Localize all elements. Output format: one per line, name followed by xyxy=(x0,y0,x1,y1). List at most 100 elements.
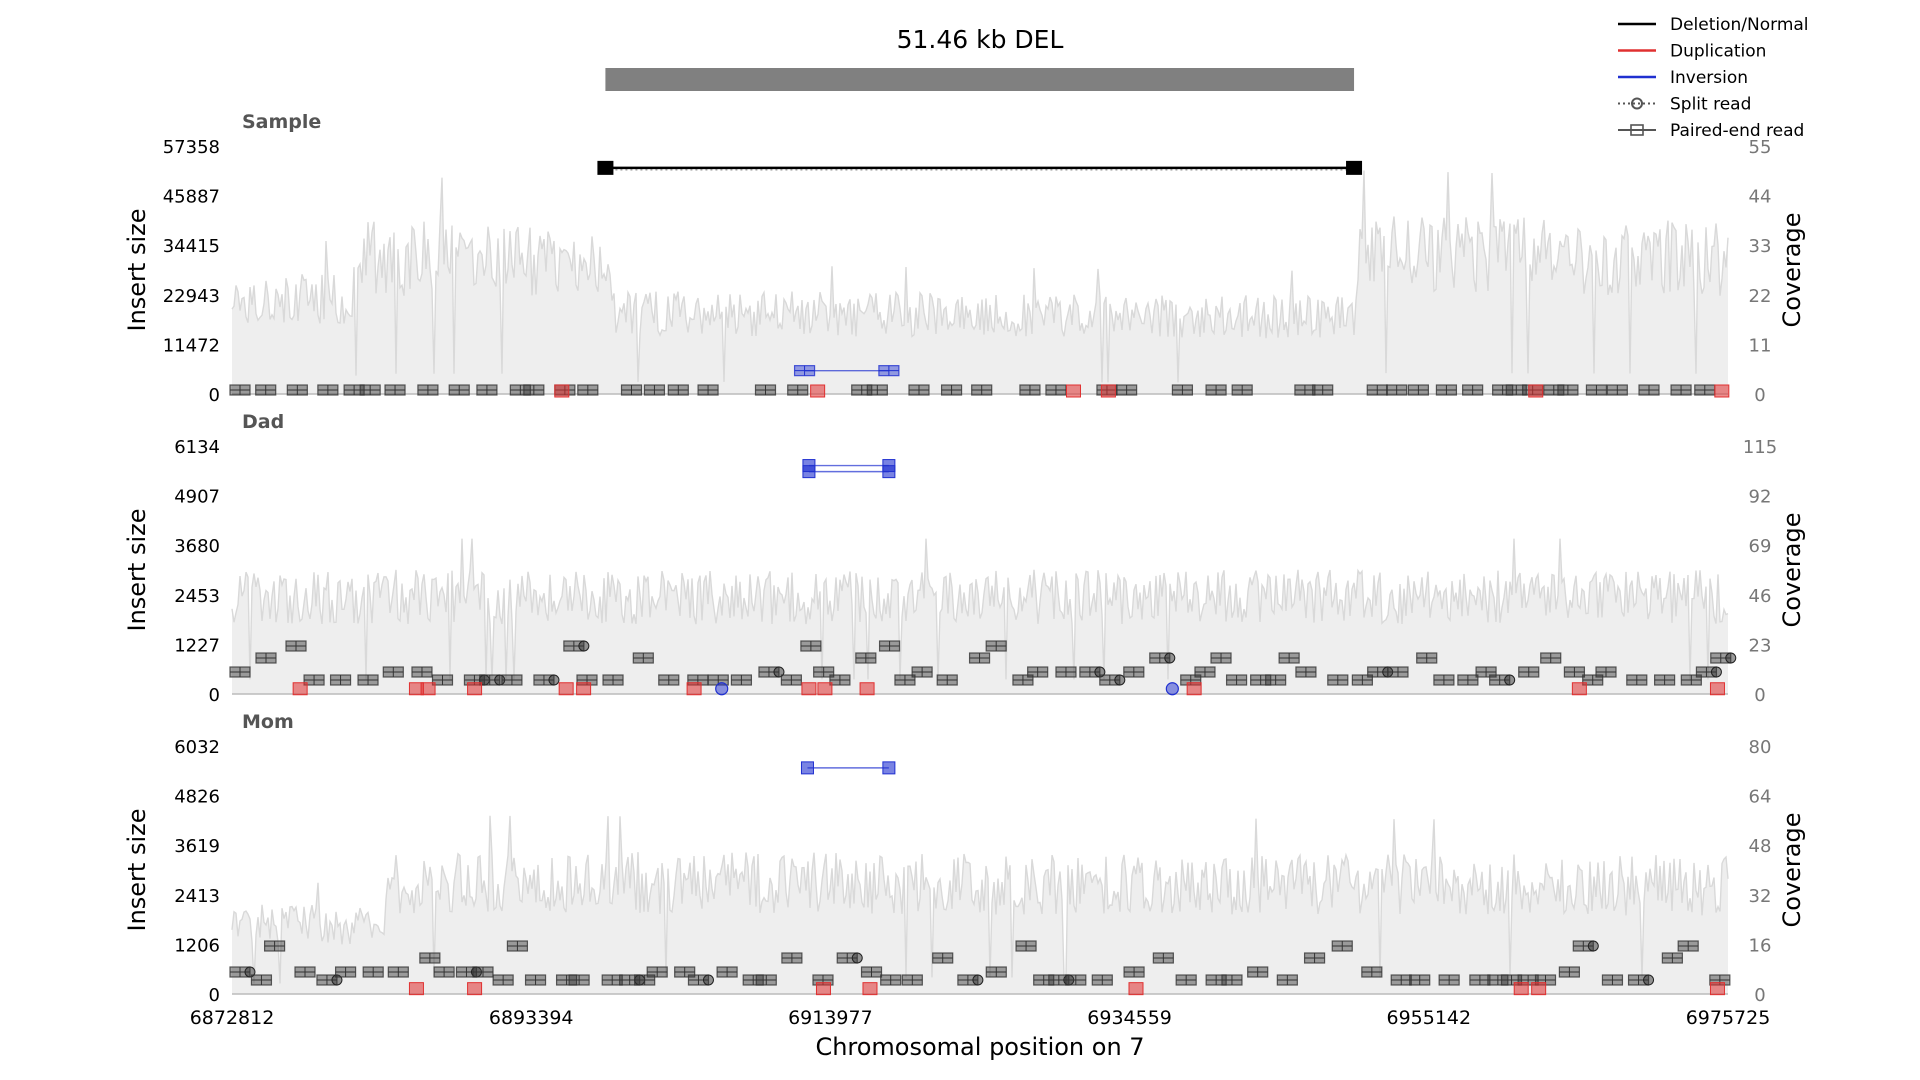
x-axis-label: Chromosomal position on 7 xyxy=(815,1033,1144,1061)
split-read xyxy=(548,674,560,686)
paired-read xyxy=(940,384,963,396)
paired-read xyxy=(229,384,251,396)
left-tick-label: 6032 xyxy=(174,737,220,758)
right-tick-label: 0 xyxy=(1754,385,1765,406)
paired-read xyxy=(1303,952,1326,964)
paired-read xyxy=(1438,974,1460,986)
paired-read xyxy=(362,966,384,978)
paired-read xyxy=(1416,652,1438,664)
duplication-read xyxy=(1528,384,1544,398)
legend-item: Paired-end read xyxy=(1618,121,1804,141)
left-tick-label: 1206 xyxy=(174,935,220,956)
inversion-split-read xyxy=(1165,682,1179,696)
paired-read xyxy=(787,384,809,396)
x-tick-label: 6934559 xyxy=(1087,1007,1172,1029)
paired-read xyxy=(1276,974,1298,986)
duplication-read xyxy=(1709,682,1725,696)
paired-read xyxy=(985,640,1007,652)
paired-read xyxy=(634,974,656,986)
paired-read xyxy=(658,674,680,686)
paired-read xyxy=(492,974,514,986)
paired-read xyxy=(880,974,902,986)
coverage-line xyxy=(231,538,1729,680)
paired-read xyxy=(800,640,822,652)
duplication-read xyxy=(801,682,817,696)
inversion-call xyxy=(802,459,896,473)
paired-read xyxy=(334,966,357,978)
paired-read xyxy=(667,384,689,396)
left-tick-label: 45887 xyxy=(163,187,220,208)
x-tick-label: 6872812 xyxy=(190,1007,275,1029)
right-tick-label: 0 xyxy=(1754,685,1765,706)
paired-read xyxy=(1469,974,1491,986)
paired-read xyxy=(1171,384,1194,396)
paired-read xyxy=(1540,652,1562,664)
left-tick-label: 1227 xyxy=(174,635,220,656)
paired-read xyxy=(697,384,719,396)
paired-read xyxy=(382,666,404,678)
legend: Deletion/Normal Duplication Inversion Split… xyxy=(1618,15,1809,141)
right-tick-label: 55 xyxy=(1749,137,1772,158)
duplication-read xyxy=(292,682,308,696)
paired-read xyxy=(1677,940,1699,952)
y-axis-label-right: Coverage xyxy=(1778,213,1806,328)
paired-read xyxy=(632,652,654,664)
duplication-read xyxy=(1531,982,1547,996)
paired-read xyxy=(384,384,406,396)
inversion-breakpoint xyxy=(882,465,896,479)
duplication-read xyxy=(467,682,483,696)
paired-read xyxy=(1265,674,1287,686)
split-read xyxy=(1114,674,1126,686)
paired-read xyxy=(1091,974,1113,986)
right-tick-label: 64 xyxy=(1749,787,1772,808)
split-read xyxy=(1504,674,1516,686)
paired-read xyxy=(1012,674,1034,686)
duplication-read xyxy=(576,682,592,696)
inversion-read-start xyxy=(793,365,816,377)
paired-read-icon xyxy=(1630,124,1644,136)
paired-read xyxy=(1019,384,1041,396)
split-read xyxy=(851,952,863,964)
panel-title: Sample xyxy=(242,111,321,133)
paired-read xyxy=(860,966,883,978)
right-tick-label: 46 xyxy=(1749,586,1772,607)
paired-read xyxy=(781,952,803,964)
left-tick-label: 0 xyxy=(209,385,220,406)
inversion-call xyxy=(793,365,900,377)
deletion-breakpoint xyxy=(597,160,614,175)
panel-dad: Dad 0 1227 2453 3680 4907 6134 0 23 46 69 92 115 Inse… xyxy=(123,411,1806,706)
x-tick-label: 6913977 xyxy=(788,1007,873,1029)
duplication-read xyxy=(558,682,574,696)
left-tick-label: 2453 xyxy=(174,586,220,607)
paired-read xyxy=(780,674,802,686)
paired-read xyxy=(1351,674,1373,686)
right-tick-label: 48 xyxy=(1749,836,1772,857)
paired-read xyxy=(602,674,624,686)
duplication-read xyxy=(817,682,833,696)
paired-read xyxy=(1294,384,1316,396)
paired-read xyxy=(1210,652,1232,664)
paired-read xyxy=(985,966,1007,978)
paired-read xyxy=(1582,674,1604,686)
paired-read xyxy=(1518,666,1540,678)
right-tick-label: 44 xyxy=(1749,187,1772,208)
right-tick-label: 0 xyxy=(1754,985,1765,1006)
paired-read xyxy=(1661,952,1683,964)
paired-read xyxy=(1557,384,1579,396)
paired-read xyxy=(285,640,307,652)
paired-read xyxy=(1462,384,1484,396)
paired-read xyxy=(1225,674,1248,686)
paired-read xyxy=(1116,384,1138,396)
split-read xyxy=(1164,652,1176,664)
paired-read xyxy=(1626,674,1648,686)
paired-read xyxy=(813,666,835,678)
chart-title: 51.46 kb DEL xyxy=(897,25,1064,54)
paired-read xyxy=(932,952,954,964)
deletion-call xyxy=(597,160,1363,175)
paired-read xyxy=(646,966,668,978)
paired-read xyxy=(303,674,325,686)
paired-read xyxy=(878,640,901,652)
paired-read xyxy=(1327,674,1349,686)
y-axis-label-right: Coverage xyxy=(1778,513,1806,628)
paired-read xyxy=(1457,674,1479,686)
